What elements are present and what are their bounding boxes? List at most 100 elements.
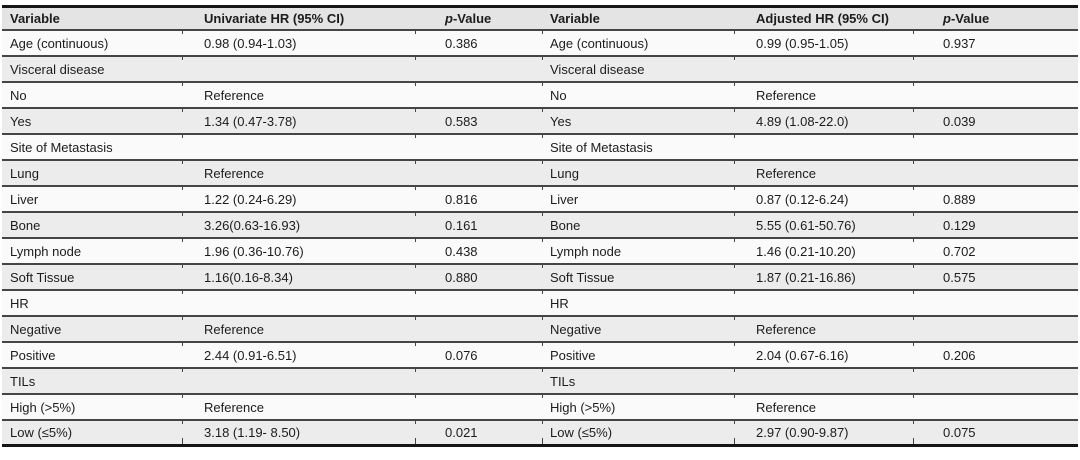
group-row: TILs TILs: [2, 369, 1078, 395]
table-cell: [182, 57, 415, 83]
table-cell: 2.44 (0.91-6.51): [182, 343, 415, 369]
italic-p: p: [445, 11, 453, 26]
table-cell: [415, 57, 542, 83]
table-cell: 0.87 (0.12-6.24): [734, 187, 913, 213]
table-row: Soft Tissue 1.16(0.16-8.34) 0.880 Soft Tiss…: [2, 265, 1078, 291]
table-cell: [913, 161, 1078, 187]
table-cell: Reference: [182, 317, 415, 343]
italic-p: p: [943, 11, 951, 26]
table-cell: 1.16(0.16-8.34): [182, 265, 415, 291]
table-cell: [913, 57, 1078, 83]
table-cell: Reference: [734, 161, 913, 187]
table-cell: [913, 395, 1078, 421]
table-cell: [182, 135, 415, 161]
table-cell: 1.46 (0.21-10.20): [734, 239, 913, 265]
table-cell: Yes: [542, 109, 734, 135]
table-cell: 0.129: [913, 213, 1078, 239]
table-cell: 2.04 (0.67-6.16): [734, 343, 913, 369]
table-cell: [415, 317, 542, 343]
table-cell: Visceral disease: [542, 57, 734, 83]
column-header-p-value-left: p-Value: [415, 5, 542, 31]
table-cell: 3.18 (1.19- 8.50): [182, 421, 415, 447]
column-header-adjusted-hr: Adjusted HR (95% CI): [734, 5, 913, 31]
table-row: Positive 2.44 (0.91-6.51) 0.076 Positive 2.0…: [2, 343, 1078, 369]
table-cell: 3.26(0.63-16.93): [182, 213, 415, 239]
table-cell: [913, 83, 1078, 109]
table-cell: [734, 291, 913, 317]
table-cell: Reference: [182, 83, 415, 109]
table-header: Variable Univariate HR (95% CI) p-Value Var…: [2, 5, 1078, 31]
table-cell: Reference: [734, 317, 913, 343]
table-cell: Age (continuous): [542, 31, 734, 57]
table-cell: Age (continuous): [2, 31, 182, 57]
group-row: HR HR: [2, 291, 1078, 317]
table-cell: Soft Tissue: [2, 265, 182, 291]
table-cell: Negative: [542, 317, 734, 343]
table-cell: 0.206: [913, 343, 1078, 369]
table-row: No Reference No Reference: [2, 83, 1078, 109]
table-cell: [734, 57, 913, 83]
group-row: Visceral disease Visceral disease: [2, 57, 1078, 83]
table-cell: 0.583: [415, 109, 542, 135]
table-cell: [182, 291, 415, 317]
table-cell: No: [2, 83, 182, 109]
table-cell: 0.438: [415, 239, 542, 265]
table-cell: Lymph node: [542, 239, 734, 265]
table-cell: High (>5%): [2, 395, 182, 421]
table-cell: [913, 291, 1078, 317]
table-cell: 0.575: [913, 265, 1078, 291]
table-cell: Liver: [2, 187, 182, 213]
table-cell: 0.99 (0.95-1.05): [734, 31, 913, 57]
table-cell: Reference: [182, 395, 415, 421]
table-row: Yes 1.34 (0.47-3.78) 0.583 Yes 4.89 (1.08-22…: [2, 109, 1078, 135]
table-cell: Yes: [2, 109, 182, 135]
table-cell: HR: [542, 291, 734, 317]
table-row: Low (≤5%) 3.18 (1.19- 8.50) 0.021 Low (≤5%)…: [2, 421, 1078, 447]
table-cell: [734, 369, 913, 395]
column-header-p-value-right: p-Value: [913, 5, 1078, 31]
table-cell: Reference: [734, 83, 913, 109]
table-cell: 0.161: [415, 213, 542, 239]
table-row: Lymph node 1.96 (0.36-10.76) 0.438 Lymph no…: [2, 239, 1078, 265]
table-cell: [415, 161, 542, 187]
table-cell: Low (≤5%): [2, 421, 182, 447]
table-cell: 2.97 (0.90-9.87): [734, 421, 913, 447]
table-cell: 1.22 (0.24-6.29): [182, 187, 415, 213]
table-body: Age (continuous) 0.98 (0.94-1.03) 0.386 Age…: [2, 31, 1078, 447]
table-cell: Reference: [182, 161, 415, 187]
table-row: Liver 1.22 (0.24-6.29) 0.816 Liver 0.87 (0.1…: [2, 187, 1078, 213]
table-cell: 1.96 (0.36-10.76): [182, 239, 415, 265]
table-cell: 0.880: [415, 265, 542, 291]
table-header-row: Variable Univariate HR (95% CI) p-Value Var…: [2, 5, 1078, 31]
table-cell: [913, 317, 1078, 343]
table-cell: Positive: [542, 343, 734, 369]
table-cell: 0.816: [415, 187, 542, 213]
column-header-variable-left: Variable: [2, 5, 182, 31]
table-cell: Low (≤5%): [542, 421, 734, 447]
table-row: Lung Reference Lung Reference: [2, 161, 1078, 187]
table-cell: [415, 135, 542, 161]
table-cell: Lymph node: [2, 239, 182, 265]
column-header-variable-right: Variable: [542, 5, 734, 31]
table-cell: 0.076: [415, 343, 542, 369]
hazard-ratio-table: Variable Univariate HR (95% CI) p-Value Var…: [2, 5, 1078, 447]
table-cell: Bone: [542, 213, 734, 239]
table-row: Bone 3.26(0.63-16.93) 0.161 Bone 5.55 (0.61-…: [2, 213, 1078, 239]
table-cell: 5.55 (0.61-50.76): [734, 213, 913, 239]
table-cell: [415, 395, 542, 421]
table-cell: Positive: [2, 343, 182, 369]
table-cell: Bone: [2, 213, 182, 239]
table-cell: [913, 135, 1078, 161]
table-cell: 1.34 (0.47-3.78): [182, 109, 415, 135]
table-cell: 4.89 (1.08-22.0): [734, 109, 913, 135]
group-row: Site of Metastasis Site of Metastasis: [2, 135, 1078, 161]
table-cell: No: [542, 83, 734, 109]
table-cell: Lung: [2, 161, 182, 187]
table-row: Negative Reference Negative Reference: [2, 317, 1078, 343]
table-cell: [415, 83, 542, 109]
table-cell: 0.937: [913, 31, 1078, 57]
table-cell: Visceral disease: [2, 57, 182, 83]
table-cell: Soft Tissue: [542, 265, 734, 291]
table-cell: 0.98 (0.94-1.03): [182, 31, 415, 57]
table-cell: 0.386: [415, 31, 542, 57]
